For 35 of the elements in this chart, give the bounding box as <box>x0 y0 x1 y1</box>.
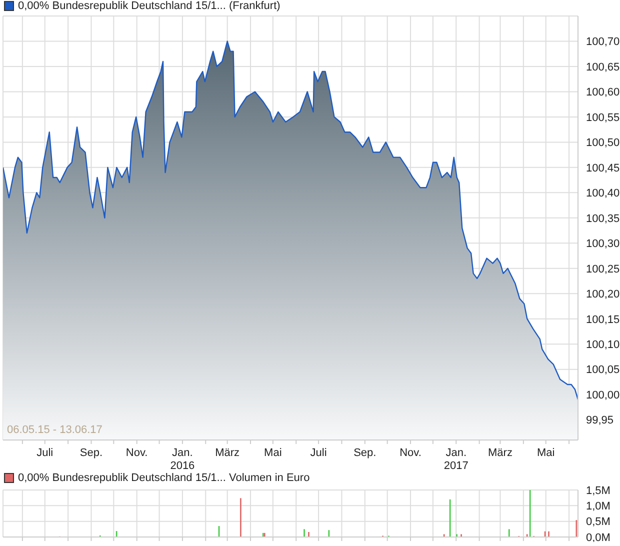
y-tick-label: 1,5M <box>586 484 610 497</box>
y-tick-label: 100,50 <box>586 137 620 150</box>
x-tick-label: Mai <box>536 447 555 459</box>
y-tick-label: 100,45 <box>586 162 620 174</box>
y-tick-label: 100,55 <box>586 112 620 124</box>
y-tick-label: 100,65 <box>586 61 620 74</box>
y-tick-label: 100,60 <box>586 86 620 99</box>
x-tick-label: März <box>488 447 512 459</box>
y-tick-label: 100,05 <box>586 364 620 376</box>
annotation: 06.05.15 - 13.06.17 <box>7 424 102 436</box>
y-tick-label: 99,95 <box>586 414 614 427</box>
y-tick-label: 0,0M <box>586 532 610 544</box>
y-tick-label: 100,00 <box>586 389 620 402</box>
y-tick-label: 1,0M <box>586 500 610 513</box>
x-tick-label: Nov. <box>126 447 148 459</box>
x-tick-label: Juli <box>36 447 54 459</box>
y-tick-label: 100,30 <box>586 238 620 250</box>
x-tick-label: Juli <box>310 447 327 459</box>
legend-label: 0,00% Bundesrepublik Deutschland 15/1... (Frankfurt) <box>18 0 280 12</box>
x-tick-label: Mai <box>264 447 282 459</box>
y-tick-label: 100,40 <box>586 188 620 200</box>
y-tick-label: 100,15 <box>586 314 620 326</box>
y-tick-label: 100,70 <box>586 36 620 48</box>
legend-label: 0,00% Bundesrepublik Deutschland 15/1... Volumen in Euro <box>18 472 310 484</box>
y-tick-label: 0,5M <box>586 516 610 528</box>
x-tick-label: Nov. <box>400 447 422 459</box>
x-tick-label: März <box>215 447 240 459</box>
x-tick-label: Sep. <box>80 447 103 459</box>
x-tick-label: Sep. <box>354 447 376 459</box>
y-tick-label: 100,10 <box>586 339 620 351</box>
x-tick-label: Jan. 2017 <box>444 447 468 472</box>
x-tick-label: Jan. 2016 <box>170 447 195 472</box>
y-tick-label: 100,25 <box>586 263 620 276</box>
y-tick-label: 100,20 <box>586 288 620 301</box>
y-tick-label: 100,35 <box>586 212 620 225</box>
